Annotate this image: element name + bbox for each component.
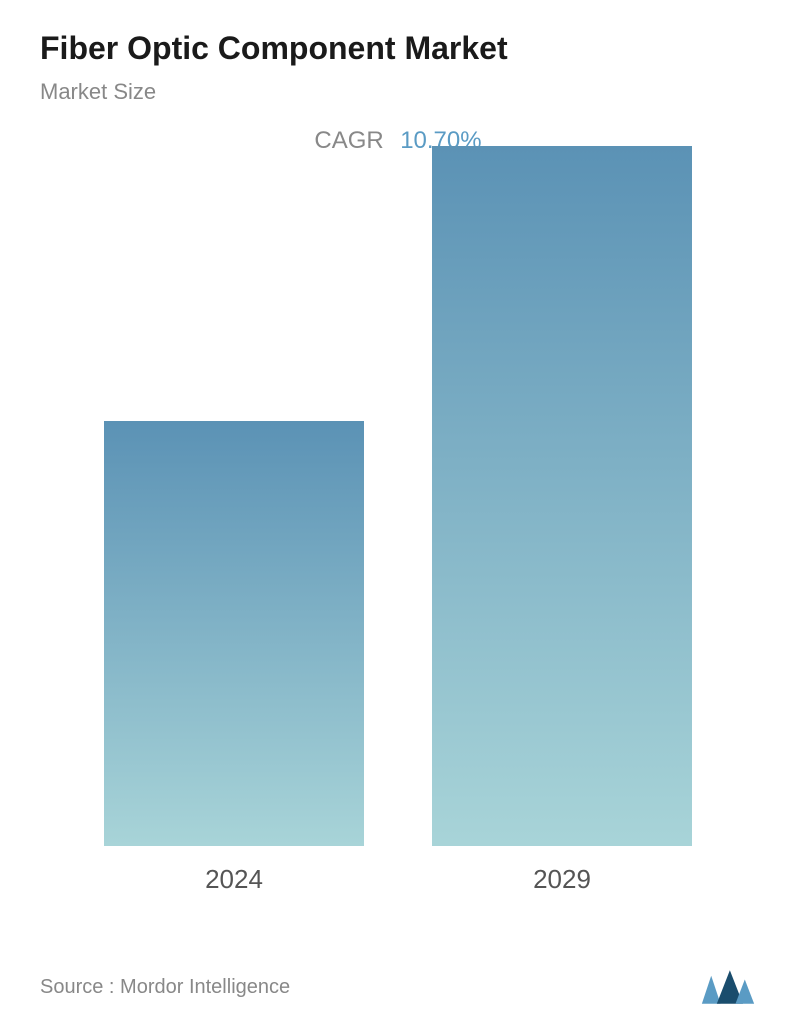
chart-title: Fiber Optic Component Market (40, 30, 756, 67)
bar-0 (104, 421, 364, 846)
mordor-logo-icon (700, 968, 756, 1006)
footer: Source : Mordor Intelligence (40, 968, 756, 1006)
cagr-label: CAGR (314, 127, 383, 154)
bar-1 (432, 146, 692, 846)
chart-subtitle: Market Size (40, 79, 756, 105)
source-text: Source : Mordor Intelligence (40, 976, 290, 999)
logo (700, 968, 756, 1006)
bar-label-0: 2024 (205, 864, 263, 895)
bar-group-0: 2024 (94, 421, 374, 895)
bar-group-1: 2029 (422, 146, 702, 895)
bar-label-1: 2029 (533, 864, 591, 895)
chart-area: 2024 2029 (40, 195, 756, 895)
